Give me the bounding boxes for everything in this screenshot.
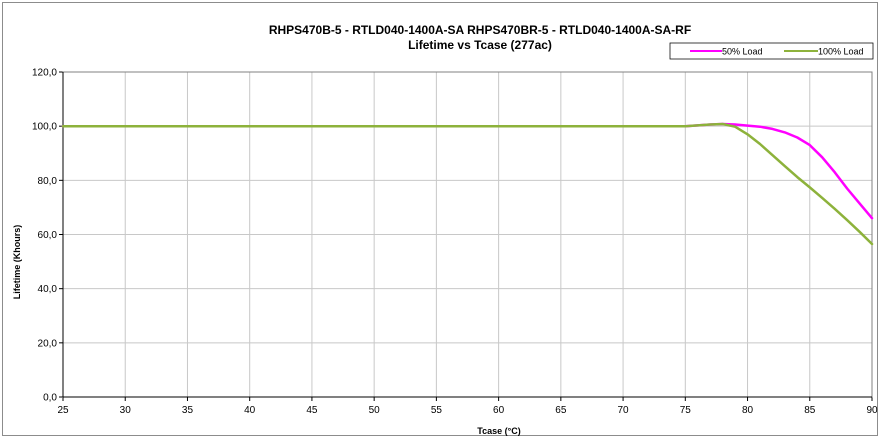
axes: 25 30 35 40 45 50 55 60 65 70 75 80 85 90 0,0 20,0 40,0 6… [32,68,878,417]
legend: 50% Load 100% Load [669,42,874,60]
x-tick-label: 75 [680,405,692,416]
y-tick-label: 20,0 [38,338,58,349]
x-tick-label: 55 [431,405,443,416]
x-tick-label: 50 [369,405,381,416]
chart-subtitle: Lifetime vs Tcase (277ac) [408,38,552,52]
x-tick-label: 35 [182,405,194,416]
y-tick-label: 120,0 [32,68,57,79]
legend-label-100-load: 100% Load [818,47,864,57]
series-lines [61,122,874,246]
grid-lines [62,71,873,398]
x-tick-label: 40 [244,405,256,416]
x-tick-label: 30 [120,405,132,416]
chart-frame [2,2,878,436]
y-tick-label: 100,0 [32,122,57,133]
x-tick-label: 85 [804,405,816,416]
x-tick-label: 90 [866,405,878,416]
legend-label-50-load: 50% Load [722,47,763,57]
x-tick-label: 65 [555,405,567,416]
x-tick-label: 60 [493,405,505,416]
y-tick-label: 0,0 [43,393,57,404]
x-tick-label: 70 [618,405,630,416]
y-tick-label: 60,0 [38,230,58,241]
x-axis-label: Tcase (°C) [477,426,520,436]
series-line-100-load [61,122,874,246]
chart-title: RHPS470B-5 - RTLD040-1400A-SA RHPS470BR-… [269,23,691,37]
legend-box [669,42,874,60]
y-tick-label: 40,0 [38,284,58,295]
x-tick-label: 45 [306,405,318,416]
x-tick-label: 80 [742,405,754,416]
x-tick-label: 25 [57,405,69,416]
y-tick-label: 80,0 [38,176,58,187]
y-axis-label: Lifetime (Khours) [12,225,22,300]
